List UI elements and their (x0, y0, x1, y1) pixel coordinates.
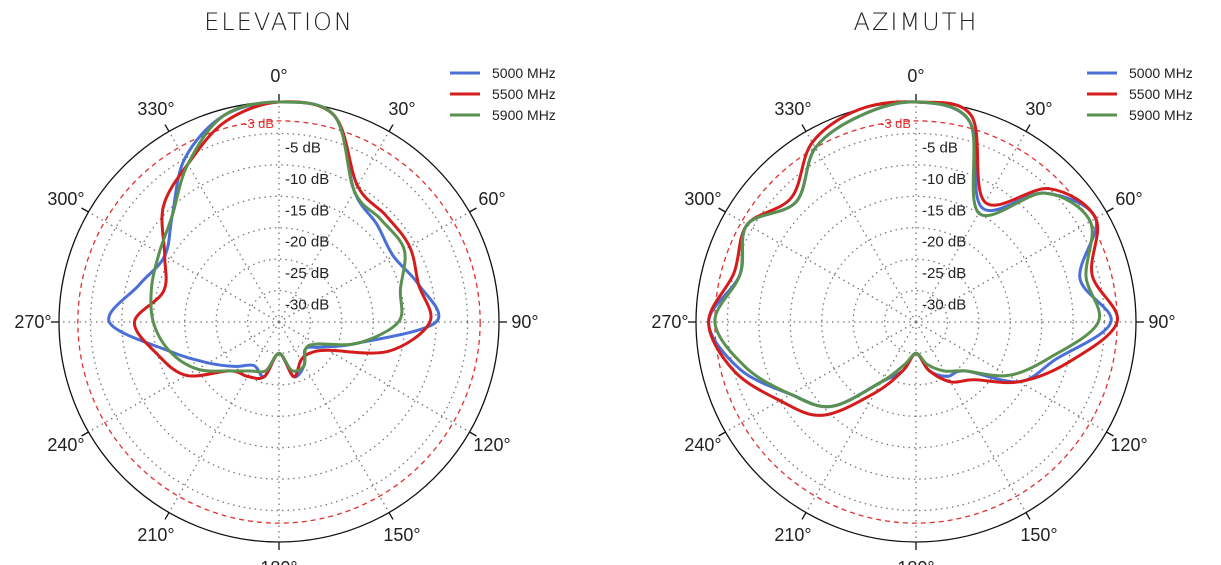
angle-tick-label: 60° (1115, 189, 1142, 209)
angle-tick-label: 330° (137, 99, 174, 119)
grid-ring (758, 164, 1074, 480)
tick-mark (469, 207, 477, 213)
grid-ring (852, 258, 980, 386)
legend-label: 5500 MHz (492, 86, 556, 102)
grid-spoke (278, 321, 470, 433)
grid-spoke (88, 321, 280, 433)
angle-tick-label: 210° (774, 525, 811, 545)
radial-db-label: -25 dB (285, 265, 329, 282)
legend-label: 5000 MHz (492, 65, 556, 81)
angle-tick-label: 270° (14, 312, 51, 332)
angle-tick-label: 0° (907, 66, 924, 86)
grid-spoke (278, 211, 470, 323)
minus3db-ring (77, 120, 481, 524)
series-line-5900-mhz (149, 100, 407, 374)
grid-ring (89, 132, 469, 512)
grid-spoke (915, 321, 1107, 433)
angle-tick-label: 300° (47, 189, 84, 209)
tick-mark (164, 124, 170, 132)
angle-tick-label: 270° (651, 312, 688, 332)
grid-spoke (805, 321, 917, 513)
angle-tick-label: 150° (383, 525, 420, 545)
grid-spoke (168, 131, 280, 323)
grid-spoke (168, 321, 280, 513)
tick-mark (164, 512, 170, 520)
angle-tick-label: 90° (511, 312, 538, 332)
tick-mark (1106, 207, 1114, 213)
grid-spoke (915, 211, 1107, 323)
grid-spoke (725, 321, 917, 433)
radial-db-label: -10 dB (285, 171, 329, 188)
tick-mark (801, 512, 807, 520)
angle-tick-label: 120° (1110, 435, 1147, 455)
angle-tick-label: 180° (260, 558, 297, 565)
legend-label: 5900 MHz (1129, 107, 1193, 123)
radial-db-label: -15 dB (285, 202, 329, 219)
angle-tick-label: 0° (270, 66, 287, 86)
minus3db-label: -3 dB (243, 116, 274, 131)
legend-label: 5900 MHz (492, 107, 556, 123)
angle-tick-label: 240° (684, 435, 721, 455)
angle-tick-label: 90° (1148, 312, 1175, 332)
angle-tick-label: 30° (388, 99, 415, 119)
tick-mark (469, 431, 477, 437)
grid-spoke (915, 131, 1027, 323)
tick-mark (81, 431, 89, 437)
tick-mark (1025, 512, 1031, 520)
grid-ring (246, 289, 312, 355)
radial-db-label: -20 dB (285, 234, 329, 251)
series-line-5900-mhz (713, 100, 1102, 409)
grid-spoke (278, 321, 390, 513)
tick-mark (388, 512, 394, 520)
grid-spoke (88, 211, 280, 323)
tick-mark (718, 207, 726, 213)
chart-title: ELEVATION (204, 8, 354, 36)
grid-spoke (278, 131, 390, 323)
tick-mark (1106, 431, 1114, 437)
angle-tick-label: 150° (1020, 525, 1057, 545)
angle-tick-label: 300° (684, 189, 721, 209)
polar-chart-elevation: ELEVATION 0° 30° 60° 90° 120° 150° 180° 210° 240°… (14, 8, 555, 565)
radial-db-label: -30 dB (922, 297, 966, 314)
legend-label: 5500 MHz (1129, 86, 1193, 102)
polar-chart-azimuth: AZIMUTH 0° 30° 60° 90° 120° 150° 180° 210° 240° 27… (651, 8, 1192, 565)
minus3db-label: -3 dB (880, 116, 911, 131)
tick-mark (801, 124, 807, 132)
angle-tick-label: 330° (774, 99, 811, 119)
angle-tick-label: 30° (1025, 99, 1052, 119)
radial-db-label: -25 dB (922, 265, 966, 282)
grid-ring (883, 289, 949, 355)
angle-tick-label: 60° (478, 189, 505, 209)
grid-ring (215, 258, 343, 386)
angle-tick-label: 240° (47, 435, 84, 455)
radial-db-label: -5 dB (922, 139, 958, 156)
radial-db-label: -5 dB (285, 139, 321, 156)
tick-mark (81, 207, 89, 213)
grid-ring (726, 132, 1106, 512)
radial-db-label: -15 dB (922, 202, 966, 219)
grid-spoke (915, 321, 1027, 513)
angle-tick-label: 120° (473, 435, 510, 455)
grid-spoke (805, 131, 917, 323)
grid-spoke (725, 211, 917, 323)
radial-db-label: -20 dB (922, 234, 966, 251)
angle-tick-label: 210° (137, 525, 174, 545)
grid-ring (152, 195, 406, 449)
angle-tick-label: 180° (897, 558, 934, 565)
tick-mark (388, 124, 394, 132)
legend-label: 5000 MHz (1129, 65, 1193, 81)
grid-ring (789, 195, 1043, 449)
radial-db-label: -30 dB (285, 297, 329, 314)
chart-title: AZIMUTH (854, 8, 979, 36)
tick-mark (718, 431, 726, 437)
radial-db-label: -10 dB (922, 171, 966, 188)
tick-mark (1025, 124, 1031, 132)
